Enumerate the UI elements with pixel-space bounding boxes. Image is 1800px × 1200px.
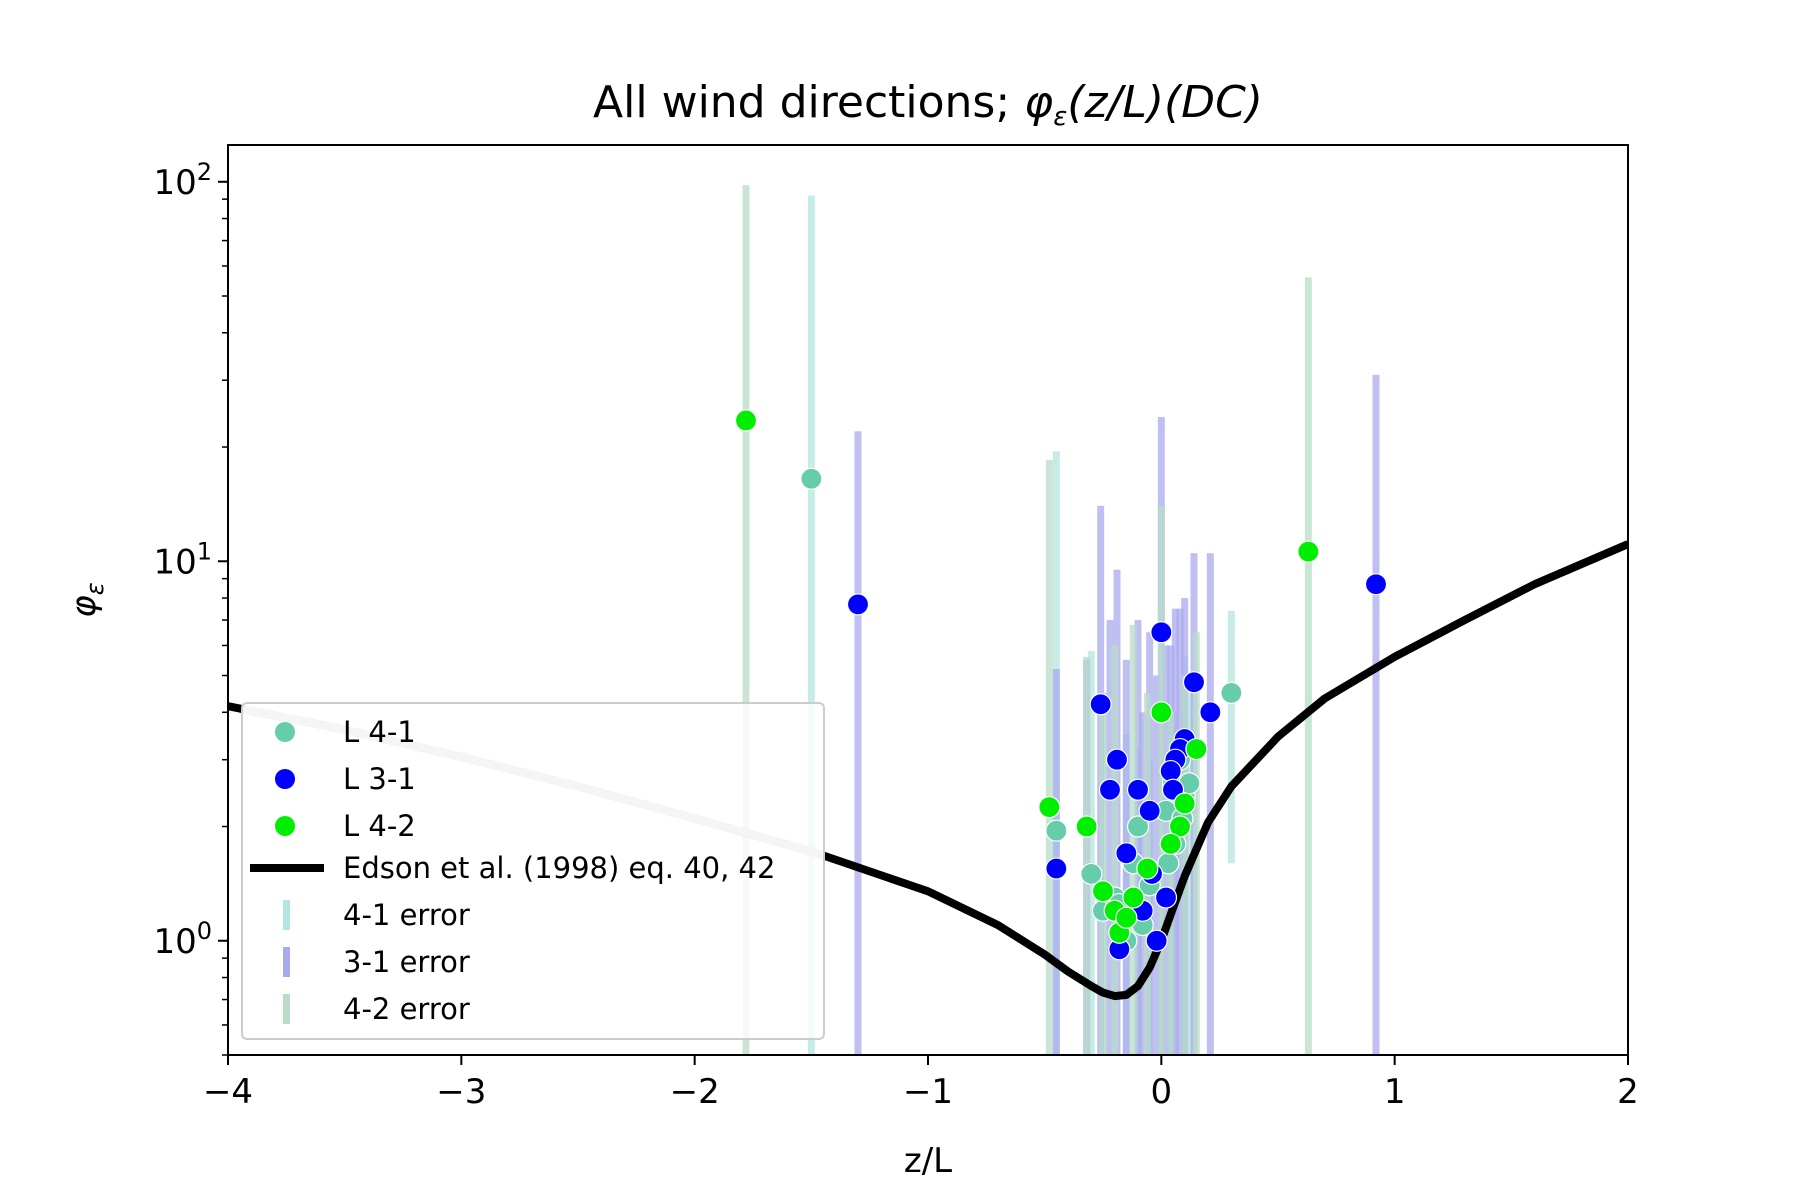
- legend-marker-err31: [283, 947, 290, 977]
- point-series3-14: [1115, 906, 1138, 929]
- legend-label-err42: 4-2 error: [343, 992, 470, 1026]
- legend-marker-l42: [275, 816, 295, 836]
- legend-marker-err42: [283, 994, 290, 1024]
- legend-marker-l31: [275, 769, 295, 789]
- point-series2-6: [1105, 748, 1129, 771]
- point-series3-13: [1159, 832, 1182, 855]
- error-bar-1-3: [1087, 651, 1095, 1055]
- point-series2-18: [1154, 886, 1178, 909]
- error-bar-2-6: [1206, 553, 1214, 1055]
- legend-label-l41: L 4-1: [343, 715, 416, 749]
- legend-label-l42: L 4-2: [343, 809, 416, 843]
- point-series3-3: [1075, 815, 1098, 838]
- point-series1-2: [1045, 819, 1068, 842]
- error-bar-3-11: [1167, 712, 1175, 1055]
- error-bar-3-8: [1129, 624, 1137, 1055]
- legend-label-err31: 3-1 error: [343, 945, 470, 979]
- point-series1-7: [1126, 815, 1150, 838]
- x-tick-label-5: 1: [1384, 1072, 1406, 1112]
- error-bar-3-4: [1157, 505, 1165, 1055]
- x-tick-label-6: 2: [1617, 1072, 1639, 1112]
- plot-area: [228, 185, 1628, 1055]
- point-series2-7: [1098, 778, 1122, 801]
- y-axis-ticks: 100 101 102: [153, 158, 228, 1056]
- point-series2-0: [846, 593, 870, 616]
- point-series2-17: [1145, 929, 1168, 952]
- point-series2-5: [1089, 693, 1112, 716]
- point-series2-10: [1115, 842, 1138, 865]
- x-tick-label-0: −4: [203, 1072, 253, 1112]
- legend-label-err41: 4-1 error: [343, 898, 470, 932]
- point-series2-1: [1364, 573, 1388, 596]
- point-series3-11: [1168, 815, 1192, 838]
- error-bar-3-7: [1111, 645, 1119, 1055]
- y-axis-label: φε: [64, 582, 109, 617]
- error-bar-1-1: [1227, 610, 1235, 864]
- error-bar-2-9: [1106, 620, 1114, 1055]
- x-tick-label-4: 0: [1151, 1072, 1173, 1112]
- point-series2-4: [1199, 701, 1222, 724]
- point-series2-3: [1182, 671, 1206, 694]
- error-bar-3-6: [1099, 692, 1107, 1055]
- error-bar-3-9: [1181, 675, 1189, 1055]
- legend-label-l31: L 3-1: [343, 762, 416, 796]
- point-series3-9: [1122, 886, 1145, 909]
- y-tick-label-0: 100: [153, 917, 212, 962]
- point-series3-12: [1136, 857, 1159, 880]
- point-series2-8: [1126, 778, 1150, 801]
- point-series1-0: [800, 467, 823, 490]
- x-tick-label-1: −3: [436, 1072, 486, 1112]
- point-series2-2: [1150, 621, 1173, 644]
- point-series2-14: [1159, 759, 1182, 783]
- x-axis-ticks: −4 −3 −2 −1 0 1 2: [203, 1055, 1639, 1112]
- point-series2-15: [1138, 799, 1161, 822]
- point-series3-2: [1038, 796, 1061, 819]
- legend-marker-err41: [283, 900, 290, 930]
- error-bar-3-0: [742, 185, 750, 1055]
- point-series3-5: [1185, 737, 1208, 761]
- error-bar-3-3: [1083, 656, 1091, 1055]
- chart-title: All wind directions; φε(z/L)(DC): [593, 77, 1263, 132]
- legend-label-edson: Edson et al. (1998) eq. 40, 42: [343, 851, 775, 885]
- error-bars: [742, 185, 1380, 1055]
- legend: L 4-1 L 3-1 L 4-2 Edson et al. (1998) eq…: [241, 702, 825, 1040]
- error-bar-1-0: [807, 195, 815, 1055]
- point-series3-0: [734, 409, 758, 432]
- error-bar-3-1: [1304, 277, 1312, 1055]
- x-axis-label: z/L: [904, 1141, 952, 1181]
- point-series3-4: [1150, 701, 1173, 724]
- error-bar-2-0: [854, 431, 862, 1055]
- x-tick-label-2: −2: [670, 1072, 720, 1112]
- point-series3-6: [1091, 880, 1115, 903]
- y-tick-label-1: 101: [153, 537, 212, 582]
- scatter-points: [734, 409, 1388, 961]
- y-tick-label-2: 102: [153, 158, 212, 203]
- legend-marker-l41: [275, 722, 295, 742]
- legend-box: [241, 702, 825, 1040]
- error-bar-2-1: [1372, 374, 1380, 1055]
- x-tick-label-3: −1: [903, 1072, 953, 1112]
- point-series1-3: [1080, 862, 1103, 886]
- point-series3-1: [1297, 540, 1320, 563]
- point-series2-9: [1045, 857, 1068, 880]
- point-series3-10: [1173, 792, 1196, 815]
- point-series1-1: [1220, 681, 1243, 704]
- error-bar-3-2: [1045, 459, 1053, 1055]
